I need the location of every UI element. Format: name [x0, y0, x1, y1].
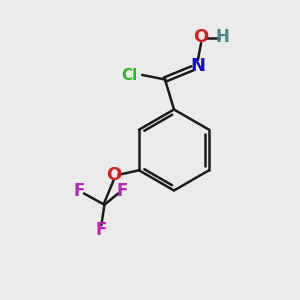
Text: H: H [215, 28, 229, 46]
Text: N: N [190, 57, 206, 75]
Text: F: F [117, 182, 128, 200]
Text: F: F [73, 182, 85, 200]
Text: Cl: Cl [122, 68, 138, 82]
Text: O: O [106, 166, 121, 184]
Text: O: O [194, 28, 208, 46]
Text: F: F [96, 221, 107, 239]
